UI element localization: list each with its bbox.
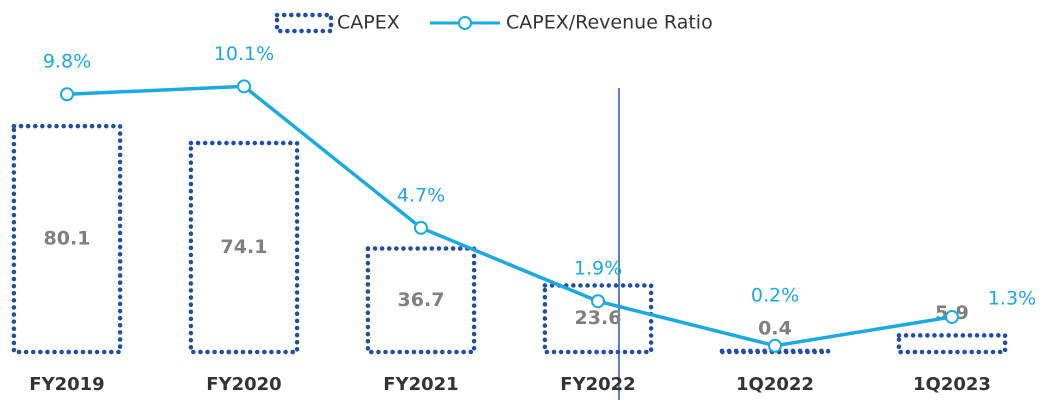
bar-value-label: 80.1 <box>44 228 91 250</box>
bar-value-label: 74.1 <box>221 236 268 258</box>
bar <box>188 140 300 355</box>
ratio-point <box>60 87 74 102</box>
ratio-value-label: 1.9% <box>574 258 622 280</box>
bar-value-label: 0.4 <box>758 317 792 339</box>
bar <box>719 348 831 355</box>
ratio-point <box>237 79 251 94</box>
legend-swatch <box>274 12 334 34</box>
ratio-value-label: 1.3% <box>988 287 1036 309</box>
bar <box>896 333 1008 355</box>
ratio-value-label: 9.8% <box>43 51 91 73</box>
x-tick-label: 1Q2022 <box>736 374 814 395</box>
ratio-value-label: 10.1% <box>214 43 274 65</box>
x-tick-label: FY2022 <box>560 374 635 395</box>
ratio-point <box>591 294 605 309</box>
x-tick-label: FY2021 <box>383 374 458 395</box>
bar-value-label: 36.7 <box>398 289 445 311</box>
x-tick-label: FY2019 <box>29 374 104 395</box>
ratio-value-label: 0.2% <box>751 284 799 306</box>
ratio-point <box>768 338 782 353</box>
bar-value-label: 23.6 <box>575 307 622 329</box>
ratio-value-label: 4.7% <box>397 184 445 206</box>
legend-swatch <box>458 16 472 30</box>
legend-label: CAPEX <box>337 12 400 34</box>
legend-label: CAPEX/Revenue Ratio <box>506 12 713 34</box>
ratio-point <box>945 309 959 324</box>
bar <box>542 283 654 355</box>
x-tick-label: FY2020 <box>206 374 281 395</box>
ratio-line <box>66 84 953 348</box>
bar <box>365 246 477 355</box>
ratio-point <box>414 220 428 235</box>
x-tick-label: 1Q2023 <box>913 374 991 395</box>
bar <box>11 123 123 355</box>
